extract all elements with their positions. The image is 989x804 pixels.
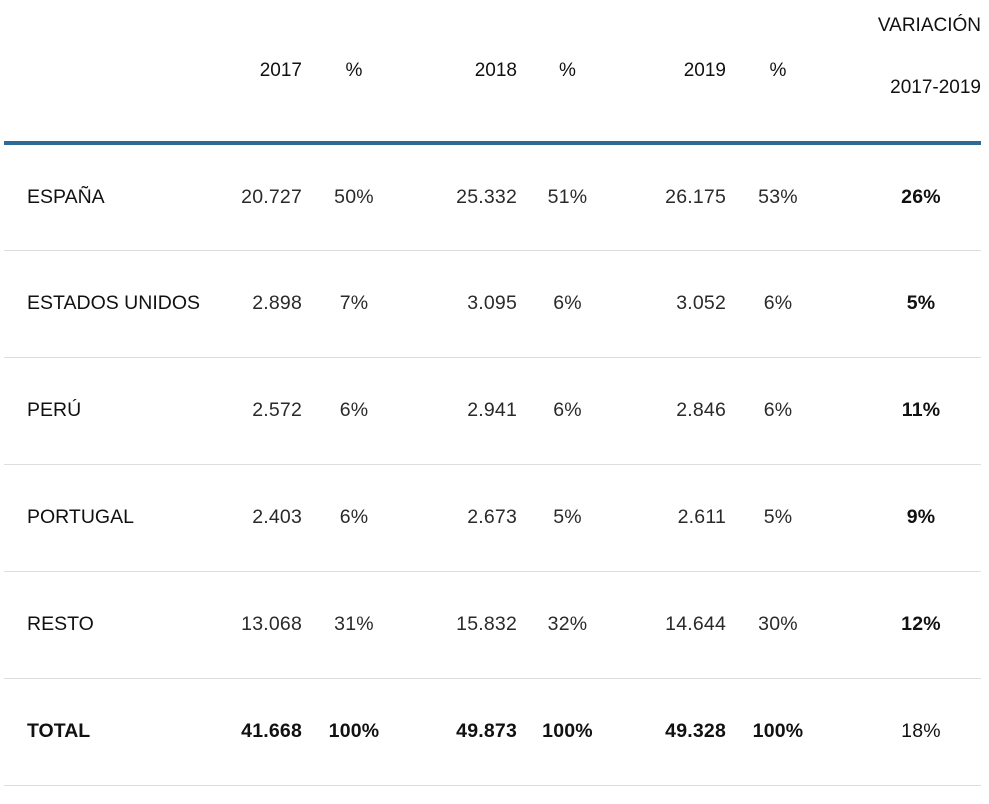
- cell-total-2018: 49.873: [456, 720, 517, 742]
- cell-2018: 2.673: [467, 506, 517, 528]
- cell-country: ESPAÑA: [27, 185, 105, 208]
- table-row: PORTUGAL 2.403 6% 2.673 5% 2.611 5% 9%: [4, 464, 981, 571]
- cell-total-pct-2017: 100%: [328, 720, 380, 742]
- table-row: ESTADOS UNIDOS 2.898 7% 3.095 6% 3.052 6…: [4, 250, 981, 357]
- header-variation-period: 2017-2019: [890, 77, 981, 98]
- cell-total-pct-2018: 100%: [542, 720, 593, 742]
- table-header: 2017 % 2018 % 2019 % VARIACIÓN 2017-2019: [4, 0, 981, 143]
- cell-pct-2019: 6%: [763, 399, 793, 421]
- cell-variation: 26%: [901, 185, 941, 208]
- cell-total-variation: 18%: [901, 720, 941, 742]
- cell-pct-2017: 6%: [339, 506, 369, 528]
- cell-pct-2019: 6%: [763, 292, 793, 314]
- cell-2017: 20.727: [241, 185, 302, 208]
- table-row: PERÚ 2.572 6% 2.941 6% 2.846 6% 11%: [4, 357, 981, 464]
- header-2017: 2017: [259, 59, 302, 81]
- cell-2017: 2.403: [252, 506, 302, 528]
- cell-total-2017: 41.668: [241, 720, 302, 742]
- cell-pct-2017: 31%: [334, 613, 374, 635]
- cell-pct-2018: 5%: [553, 506, 582, 528]
- cell-country: RESTO: [27, 613, 94, 635]
- cell-2019: 26.175: [665, 185, 726, 208]
- cell-pct-2018: 51%: [547, 185, 588, 208]
- cell-variation: 11%: [901, 399, 941, 421]
- header-pct-2019: %: [769, 59, 787, 81]
- cell-2017: 2.898: [252, 292, 302, 314]
- cell-pct-2018: 6%: [553, 399, 582, 421]
- cell-variation: 5%: [906, 292, 936, 314]
- header-pct-2017: %: [345, 59, 363, 81]
- cell-total-pct-2019: 100%: [752, 720, 804, 742]
- header-variation-title: VARIACIÓN: [877, 15, 981, 36]
- cell-country: PERÚ: [27, 399, 82, 421]
- table-row: RESTO 13.068 31% 15.832 32% 14.644 30% 1…: [4, 571, 981, 678]
- cell-2017: 2.572: [252, 399, 302, 421]
- cell-2019: 2.846: [676, 399, 726, 421]
- cell-variation: 9%: [906, 506, 936, 528]
- cell-country: PORTUGAL: [27, 506, 134, 528]
- table-row: ESPAÑA 20.727 50% 25.332 51% 26.175 53% …: [4, 143, 981, 250]
- header-country: [4, 0, 209, 143]
- cell-pct-2018: 32%: [547, 613, 588, 635]
- cell-total-label: TOTAL: [27, 720, 91, 742]
- cell-pct-2019: 30%: [758, 613, 798, 635]
- cell-country: ESTADOS UNIDOS: [27, 292, 200, 314]
- cell-pct-2017: 6%: [339, 399, 369, 421]
- header-2018: 2018: [474, 59, 517, 81]
- cell-pct-2018: 6%: [553, 292, 582, 314]
- cell-2018: 3.095: [467, 292, 517, 314]
- cell-2019: 2.611: [677, 506, 726, 528]
- header-variation: VARIACIÓN 2017-2019: [828, 0, 981, 143]
- table-body: ESPAÑA 20.727 50% 25.332 51% 26.175 53% …: [4, 143, 981, 785]
- cell-2018: 15.832: [456, 613, 517, 635]
- cell-2018: 25.332: [456, 185, 517, 208]
- header-pct-2018: %: [559, 59, 576, 81]
- cell-2017: 13.068: [241, 613, 302, 635]
- cell-total-2019: 49.328: [665, 720, 726, 742]
- cell-variation: 12%: [901, 613, 941, 635]
- cell-2019: 14.644: [665, 613, 726, 635]
- cell-2019: 3.052: [676, 292, 726, 314]
- total-row: TOTAL 41.668 100% 49.873 100% 49.328 100…: [4, 678, 981, 785]
- country-variation-table: 2017 % 2018 % 2019 % VARIACIÓN 2017-2019…: [4, 0, 981, 786]
- cell-pct-2019: 5%: [763, 506, 793, 528]
- cell-pct-2019: 53%: [758, 185, 798, 208]
- cell-pct-2017: 50%: [334, 185, 374, 208]
- cell-2018: 2.941: [467, 399, 517, 421]
- data-table-container: 2017 % 2018 % 2019 % VARIACIÓN 2017-2019…: [4, 0, 981, 786]
- cell-pct-2017: 7%: [339, 292, 369, 314]
- header-2019: 2019: [683, 59, 726, 81]
- header-row: 2017 % 2018 % 2019 % VARIACIÓN 2017-2019: [4, 0, 981, 143]
